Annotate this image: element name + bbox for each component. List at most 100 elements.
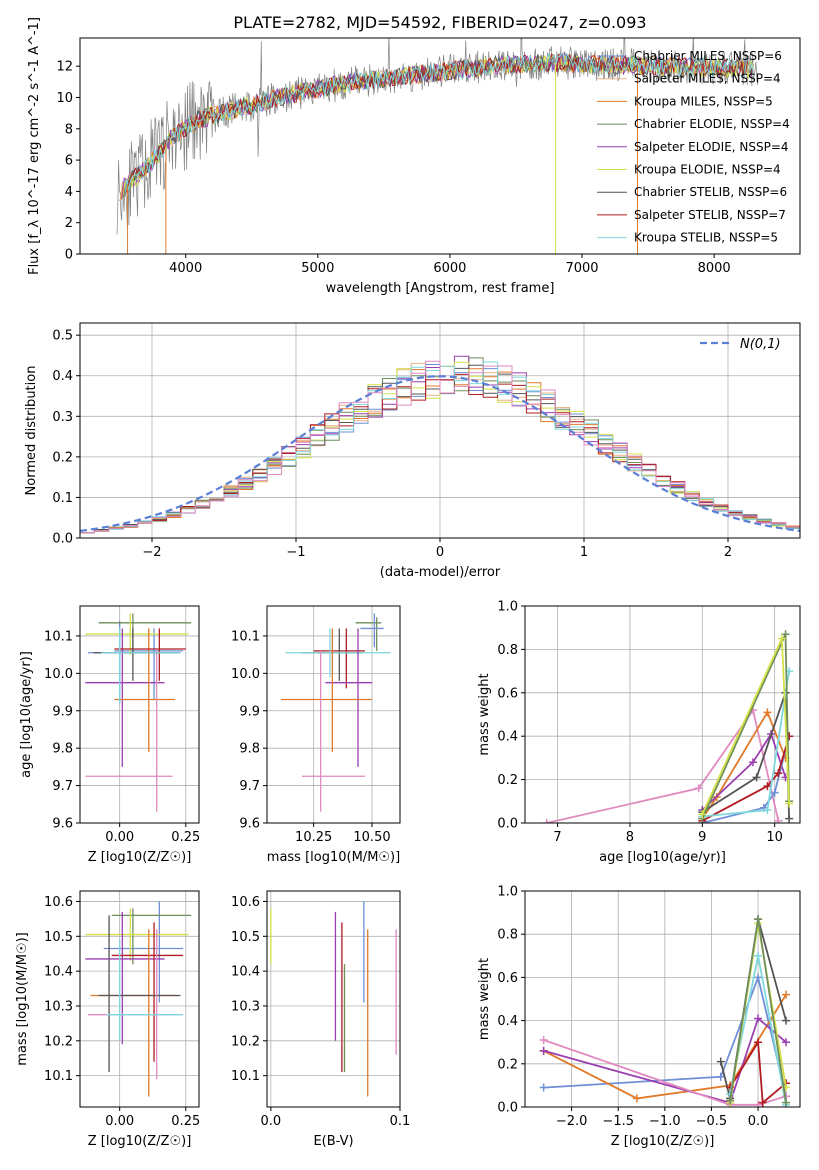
y-tick-label: 10.3 bbox=[44, 999, 73, 1014]
x-tick-label: 2 bbox=[724, 545, 732, 560]
y-tick-label: 0.0 bbox=[52, 532, 73, 547]
x-tick-label: −1.0 bbox=[649, 1114, 681, 1129]
y-tick-label: 0.6 bbox=[497, 686, 518, 701]
weight-marker bbox=[777, 634, 786, 643]
weight-marker bbox=[754, 973, 763, 982]
y-tick-label: 10.0 bbox=[231, 667, 260, 682]
weight-marker bbox=[694, 784, 703, 793]
legend-entry: Salpeter STELIB, NSSP=7 bbox=[634, 208, 786, 222]
y-tick-label: 0.3 bbox=[52, 410, 73, 425]
gaussian-curve bbox=[80, 375, 800, 532]
x-axis-label: Z [log10(Z/Z☉)] bbox=[611, 1134, 715, 1149]
x-tick-label: 4000 bbox=[169, 261, 202, 276]
weight-marker bbox=[698, 810, 707, 819]
legend-entry: Kroupa MILES, NSSP=5 bbox=[634, 94, 773, 108]
y-tick-label: 0.5 bbox=[52, 329, 73, 344]
legend-entry: Salpeter ELODIE, NSSP=4 bbox=[634, 140, 789, 154]
x-tick-label: 7000 bbox=[565, 261, 598, 276]
weight-marker bbox=[781, 630, 790, 639]
y-tick-label: 9.8 bbox=[239, 742, 260, 757]
y-tick-label: 0.2 bbox=[497, 1057, 518, 1072]
y-tick-label: 10.4 bbox=[231, 965, 260, 980]
weight-marker bbox=[632, 1094, 641, 1103]
y-tick-label: 9.6 bbox=[239, 817, 260, 832]
legend-entry: Chabrier STELIB, NSSP=6 bbox=[634, 185, 787, 199]
weight-marker bbox=[774, 769, 783, 778]
y-tick-label: 0.6 bbox=[497, 971, 518, 986]
weight-marker bbox=[754, 951, 763, 960]
x-tick-label: 0.00 bbox=[105, 1114, 134, 1129]
weight-line bbox=[543, 1039, 787, 1106]
weight-marker bbox=[782, 1016, 791, 1025]
x-tick-label: −2.0 bbox=[556, 1114, 588, 1129]
weight-line bbox=[701, 731, 787, 811]
x-tick-label: 0.00 bbox=[105, 830, 134, 845]
y-tick-label: 1.0 bbox=[497, 885, 518, 900]
weight-line bbox=[546, 708, 780, 823]
y-axis-label: mass weight bbox=[477, 673, 492, 755]
y-tick-label: 9.7 bbox=[52, 779, 73, 794]
y-tick-label: 0.8 bbox=[497, 928, 518, 943]
x-tick-label: 0.25 bbox=[171, 1114, 200, 1129]
axes-frame bbox=[79, 605, 200, 824]
y-tick-label: 0.1 bbox=[52, 491, 73, 506]
grid-lines bbox=[267, 606, 400, 824]
weight-marker bbox=[716, 1057, 725, 1066]
y-tick-label: 10.1 bbox=[44, 1069, 73, 1084]
axes-frame bbox=[266, 605, 401, 824]
weight-marker bbox=[726, 1096, 735, 1105]
panel-spectrum: 4000 5000 6000 7000 8000 0 2 4 6 8 10 12 Chabrier MI… bbox=[27, 17, 801, 296]
weight-line bbox=[543, 974, 787, 1097]
x-axis-label: wavelength [Angstrom, rest frame] bbox=[326, 281, 555, 296]
weight-marker bbox=[758, 1098, 767, 1107]
plot-area bbox=[539, 915, 791, 1107]
x-axis-label: Z [log10(Z/Z☉)] bbox=[88, 850, 192, 865]
x-tick-label: 7 bbox=[553, 830, 561, 845]
weight-marker bbox=[748, 758, 757, 767]
weight-marker bbox=[774, 816, 783, 823]
weight-marker bbox=[754, 1014, 763, 1023]
axes-frame bbox=[266, 890, 401, 1108]
y-tick-label: 10.6 bbox=[231, 895, 260, 910]
legend-entry: Salpeter MILES, NSSP=4 bbox=[634, 72, 781, 86]
plot-area bbox=[85, 901, 192, 1097]
legend: Chabrier MILES, NSSP=6 Salpeter MILES, NS… bbox=[597, 49, 790, 245]
axes-frame bbox=[79, 890, 200, 1108]
x-tick-label: 0.0 bbox=[748, 1114, 769, 1129]
legend-entry: Kroupa ELODIE, NSSP=4 bbox=[634, 163, 781, 177]
y-tick-label: 0.0 bbox=[497, 817, 518, 832]
weight-marker bbox=[782, 1038, 791, 1047]
x-tick-label: 5000 bbox=[301, 261, 334, 276]
y-tick-label: 9.7 bbox=[239, 779, 260, 794]
axes-frame bbox=[79, 37, 801, 255]
y-tick-label: 10.2 bbox=[231, 1034, 260, 1049]
plot-area bbox=[85, 613, 192, 812]
x-tick-label: 0.0 bbox=[261, 1114, 282, 1129]
weight-marker bbox=[716, 1072, 725, 1081]
grid-lines bbox=[267, 891, 401, 1107]
y-tick-label: 10.4 bbox=[44, 965, 73, 980]
x-axis-label: E(B-V) bbox=[313, 1134, 353, 1149]
y-tick-label: 9.6 bbox=[52, 817, 73, 832]
y-tick-label: 0.4 bbox=[497, 1014, 518, 1029]
grid-lines bbox=[80, 606, 199, 824]
y-tick-label: 6 bbox=[65, 154, 73, 169]
y-tick-label: 10.1 bbox=[231, 629, 260, 644]
weight-line bbox=[729, 1039, 787, 1105]
y-tick-label: 1.0 bbox=[497, 600, 518, 615]
legend: N(0,1) bbox=[700, 337, 781, 352]
y-axis-label: age [log10(age/yr)] bbox=[19, 651, 34, 778]
x-tick-label: 9 bbox=[698, 830, 706, 845]
x-tick-label: 0 bbox=[436, 545, 444, 560]
legend-entry: N(0,1) bbox=[740, 337, 781, 352]
weight-marker bbox=[782, 990, 791, 999]
x-axis-label: (data-model)/error bbox=[380, 565, 501, 580]
weight-marker bbox=[763, 708, 772, 717]
plot-area bbox=[116, 38, 758, 254]
x-tick-label: 10.25 bbox=[295, 830, 332, 845]
x-tick-label: −2 bbox=[142, 545, 161, 560]
y-axis-label: Normed distribution bbox=[24, 366, 39, 496]
y-tick-label: 0.2 bbox=[497, 773, 518, 788]
y-tick-label: 9.9 bbox=[52, 704, 73, 719]
x-tick-label: 0.25 bbox=[171, 830, 200, 845]
